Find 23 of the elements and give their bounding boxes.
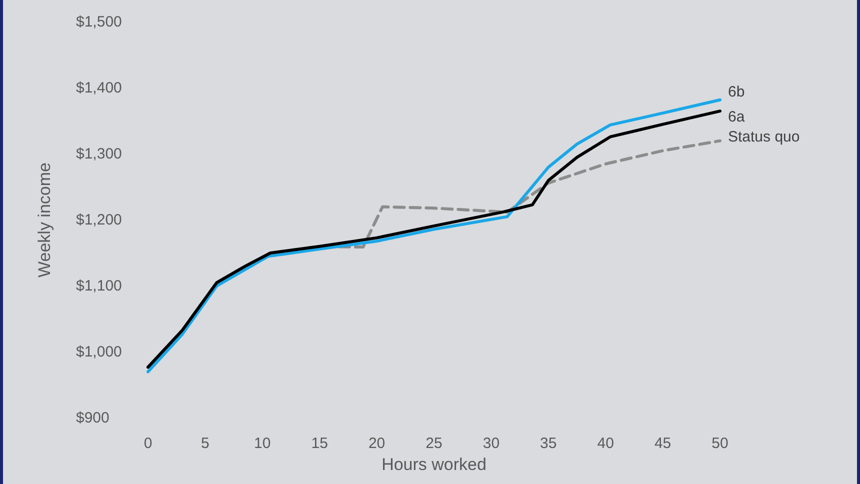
x-tick-label: 30 [482, 435, 500, 452]
y-tick-label: $1,400 [76, 80, 122, 96]
series-label: Status quo [728, 128, 800, 146]
x-tick-label: 15 [311, 435, 328, 452]
x-tick-label: 0 [144, 435, 152, 452]
y-tick-label: $1,200 [76, 212, 122, 228]
x-tick-label: 5 [201, 435, 210, 452]
x-tick-label: 10 [254, 435, 271, 452]
y-tick-label: $1,100 [76, 278, 122, 294]
x-tick-label: 35 [540, 435, 557, 452]
y-tick-label: $1,300 [76, 146, 122, 162]
x-tick-label: 20 [368, 435, 386, 452]
x-tick-label: 45 [654, 435, 672, 452]
y-tick-label: $900 [76, 410, 110, 426]
x-tick-label: 40 [597, 435, 614, 452]
y-tick-label: $1,000 [76, 344, 122, 360]
x-tick-label: 25 [426, 435, 442, 452]
series-label: 6a [728, 108, 746, 126]
y-axis-title: Weekly income [35, 162, 54, 278]
x-tick-label: 50 [712, 435, 728, 452]
x-axis-title: Hours worked [382, 455, 486, 474]
series-label: 6b [728, 83, 745, 100]
y-tick-label: $1,500 [76, 14, 122, 30]
